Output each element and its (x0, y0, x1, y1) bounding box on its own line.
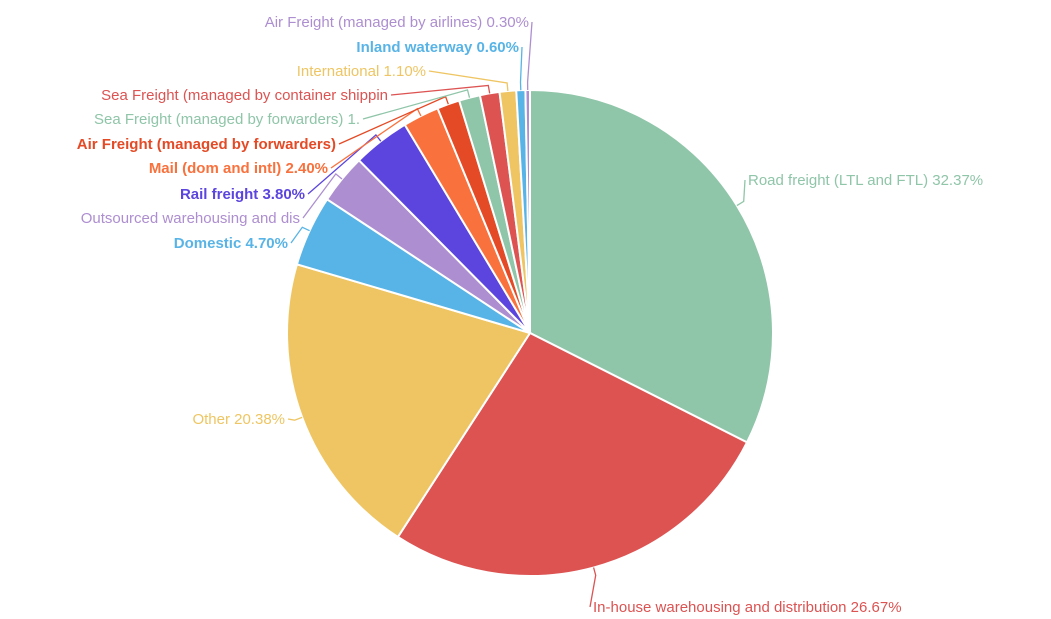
leader-line-5 (307, 133, 382, 195)
leader-line-11 (519, 46, 523, 91)
leader-line-9 (390, 84, 491, 96)
leader-line-1 (589, 567, 597, 608)
slice-label-10: International 1.10% (297, 63, 426, 80)
slice-label-3: Domestic 4.70% (174, 235, 288, 252)
leader-line-4 (302, 172, 343, 219)
pie-slice-2[interactable] (286, 263, 532, 539)
slice-label-12: Air Freight (managed by airlines) 0.30% (265, 14, 529, 31)
slice-label-1: In-house warehousing and distribution 26… (593, 599, 902, 616)
slice-label-7: Air Freight (managed by forwarders) (77, 136, 336, 153)
leader-line-0 (736, 179, 746, 207)
slice-label-6: Mail (dom and intl) 2.40% (149, 160, 328, 177)
slice-labels: Road freight (LTL and FTL) 32.37% In-hous… (77, 14, 983, 616)
slice-label-5: Rail freight 3.80% (180, 186, 305, 203)
slice-label-9: Sea Freight (managed by container shippi… (101, 87, 388, 104)
leader-line-10 (428, 70, 509, 92)
leader-line-2 (287, 416, 303, 421)
slice-label-11: Inland waterway 0.60% (356, 39, 519, 56)
pie-slice-0[interactable] (529, 88, 774, 444)
slice-label-8: Sea Freight (managed by forwarders) 1. (94, 111, 360, 128)
leader-line-8 (362, 89, 471, 120)
slice-label-2: Other 20.38% (192, 411, 285, 428)
slice-label-0: Road freight (LTL and FTL) 32.37% (748, 172, 983, 189)
pie-slice-12[interactable] (524, 88, 531, 334)
pie-slices (286, 88, 774, 577)
leader-line-12 (526, 21, 533, 91)
slice-label-4: Outsourced warehousing and dis (81, 210, 300, 227)
leader-line-3 (290, 226, 310, 244)
leader-lines (287, 21, 746, 608)
